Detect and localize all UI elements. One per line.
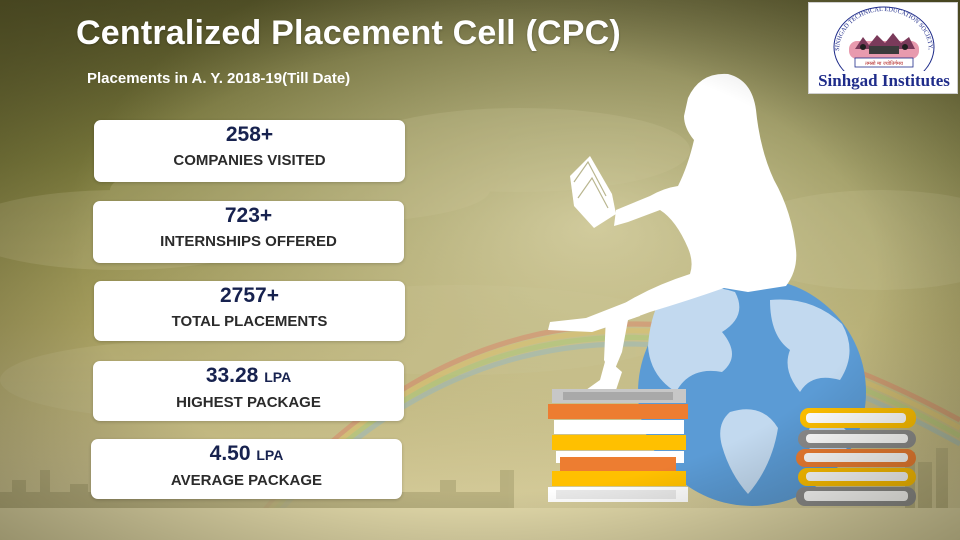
stat-label: TOTAL PLACEMENTS bbox=[171, 313, 328, 330]
logo-name: Sinhgad Institutes bbox=[818, 71, 950, 90]
stat-card-placements: 2757+ TOTAL PLACEMENTS bbox=[94, 281, 405, 341]
stat-value: 2757+ bbox=[94, 283, 405, 309]
sinhgad-logo: SINHGAD TECHNICAL EDUCATION SOCIETY, PUN… bbox=[808, 2, 958, 94]
page-subtitle: Placements in A. Y. 2018-19(Till Date) bbox=[87, 70, 351, 87]
stat-value: 723+ bbox=[93, 203, 404, 229]
logo-motto: तमसो मा ज्योतिर्गमय bbox=[865, 60, 903, 67]
stat-number: 33.28 bbox=[205, 364, 259, 387]
stat-label: HIGHEST PACKAGE bbox=[176, 394, 321, 411]
stat-card-average-package: 4.50 LPA AVERAGE PACKAGE bbox=[91, 439, 402, 499]
stat-number: 4.50 bbox=[209, 442, 251, 465]
stat-number: 723+ bbox=[224, 204, 273, 227]
stat-label: COMPANIES VISITED bbox=[173, 152, 326, 169]
logo-emblem: SINHGAD TECHNICAL EDUCATION SOCIETY, PUN… bbox=[825, 5, 935, 71]
stat-number: 258+ bbox=[225, 123, 274, 146]
stat-value: 4.50 LPA bbox=[91, 441, 402, 468]
stat-label: AVERAGE PACKAGE bbox=[170, 472, 323, 489]
stat-value: 258+ bbox=[94, 122, 405, 148]
stat-label: INTERNSHIPS OFFERED bbox=[160, 233, 337, 250]
stat-number: 2757+ bbox=[220, 284, 279, 307]
page-title: Centralized Placement Cell (CPC) bbox=[76, 14, 621, 52]
stat-card-internships: 723+ INTERNSHIPS OFFERED bbox=[93, 201, 404, 263]
stat-card-highest-package: 33.28 LPA HIGHEST PACKAGE bbox=[93, 361, 404, 421]
stat-unit: LPA bbox=[264, 369, 292, 385]
stat-unit: LPA bbox=[256, 447, 284, 463]
stat-value: 33.28 LPA bbox=[93, 363, 404, 390]
stat-card-companies: 258+ COMPANIES VISITED bbox=[94, 120, 405, 182]
